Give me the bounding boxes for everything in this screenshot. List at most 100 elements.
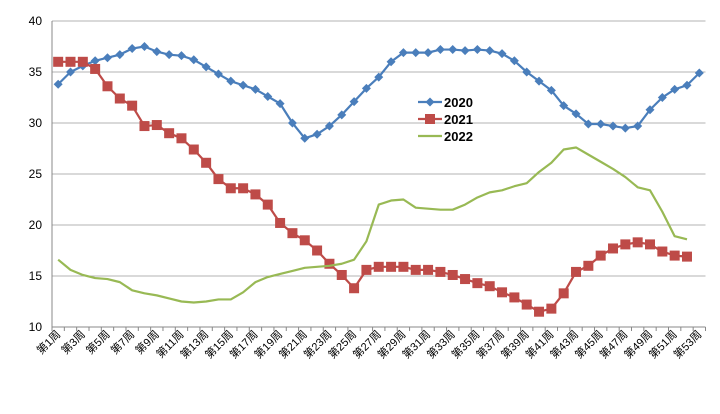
data-point-2020	[189, 55, 199, 65]
data-point-2021	[583, 260, 594, 271]
data-point-2020	[115, 50, 125, 60]
series-line-2021	[58, 60, 688, 313]
data-point-2020	[337, 110, 347, 120]
data-point-2021	[139, 121, 150, 132]
data-point-2021	[521, 299, 532, 310]
data-point-2020	[423, 48, 433, 58]
data-point-2021	[299, 235, 310, 246]
data-point-2021	[77, 56, 88, 67]
data-point-2021	[620, 239, 631, 250]
data-point-2021	[497, 287, 508, 298]
data-point-2021	[534, 306, 545, 317]
data-point-2021	[361, 264, 372, 275]
data-point-2020	[287, 118, 297, 128]
data-point-2021	[571, 266, 582, 277]
legend-label-2020: 2020	[444, 95, 473, 110]
data-point-2020	[176, 51, 186, 61]
data-point-2020	[411, 48, 421, 58]
y-tick-label: 15	[29, 269, 43, 283]
data-point-2020	[226, 76, 236, 86]
data-point-2021	[250, 189, 261, 200]
y-tick-label: 40	[29, 14, 43, 28]
data-point-2020	[250, 84, 260, 94]
data-point-2020	[596, 119, 606, 129]
data-point-2021	[188, 144, 199, 155]
series-2020	[53, 42, 704, 143]
data-point-2021	[447, 269, 458, 280]
data-point-2020	[534, 76, 544, 86]
data-point-2020	[682, 80, 692, 90]
data-point-2021	[213, 174, 224, 185]
data-point-2021	[632, 237, 643, 248]
data-point-2020	[102, 53, 112, 63]
legend-label-2021: 2021	[444, 112, 473, 127]
data-point-2020	[509, 56, 519, 66]
x-axis: 第1周第3周第5周第7周第9周第11周第13周第15周第17周第19周第21周第…	[33, 326, 706, 361]
data-point-2021	[657, 246, 668, 257]
series-2022	[57, 146, 688, 304]
legend: 2020 2021 2022	[418, 95, 473, 144]
series-2021	[53, 56, 692, 317]
y-tick-label: 30	[29, 116, 43, 130]
data-point-2020	[670, 84, 680, 94]
data-point-2020	[213, 69, 223, 79]
data-point-2021	[164, 128, 175, 139]
data-point-2021	[312, 245, 323, 256]
y-tick-label: 25	[29, 167, 43, 181]
data-point-2020	[571, 109, 581, 119]
data-point-2020	[139, 42, 149, 51]
data-point-2021	[114, 93, 125, 104]
data-point-2021	[608, 243, 619, 254]
data-point-2021	[472, 278, 483, 289]
data-point-2021	[53, 56, 64, 67]
data-point-2021	[90, 63, 101, 74]
data-point-2020	[90, 56, 100, 66]
data-point-2020	[53, 79, 63, 89]
data-point-2020	[645, 105, 655, 115]
data-point-2020	[349, 97, 359, 107]
data-point-2020	[398, 48, 408, 58]
data-point-2021	[386, 261, 397, 272]
x-tick-label: 第3周	[58, 327, 88, 357]
gridlines	[52, 20, 706, 277]
data-point-2020	[435, 45, 445, 55]
data-point-2021	[669, 250, 680, 261]
legend-label-2022: 2022	[444, 129, 473, 144]
data-point-2021	[176, 133, 187, 144]
data-point-2021	[324, 258, 335, 269]
data-point-2021	[65, 56, 76, 67]
data-point-2020	[263, 91, 273, 101]
y-axis: 10 15 20 25 30 35 40	[29, 14, 53, 334]
data-point-2020	[694, 68, 704, 78]
data-point-2020	[633, 121, 643, 131]
data-point-2020	[300, 133, 310, 143]
data-point-2021	[435, 266, 446, 277]
legend-marker-2020	[425, 97, 435, 107]
data-point-2021	[460, 274, 471, 285]
series-group	[53, 42, 704, 317]
data-point-2020	[127, 44, 137, 54]
data-point-2020	[460, 46, 470, 56]
data-point-2020	[361, 83, 371, 93]
data-point-2020	[657, 93, 667, 102]
y-tick-label: 35	[29, 65, 43, 79]
data-point-2021	[287, 228, 298, 239]
data-point-2021	[484, 281, 495, 292]
data-point-2021	[373, 261, 384, 272]
data-point-2020	[152, 47, 162, 57]
data-point-2021	[275, 217, 286, 228]
data-point-2021	[595, 250, 606, 261]
data-point-2021	[336, 269, 347, 280]
data-point-2020	[497, 49, 507, 59]
data-point-2021	[546, 303, 557, 314]
data-point-2020	[275, 99, 285, 109]
data-point-2020	[324, 121, 334, 131]
data-point-2021	[398, 261, 409, 272]
data-point-2021	[238, 183, 249, 194]
data-point-2021	[127, 100, 138, 111]
data-point-2020	[608, 121, 618, 131]
series-line-2022	[57, 146, 688, 304]
data-point-2020	[546, 85, 556, 95]
data-point-2021	[225, 183, 236, 194]
